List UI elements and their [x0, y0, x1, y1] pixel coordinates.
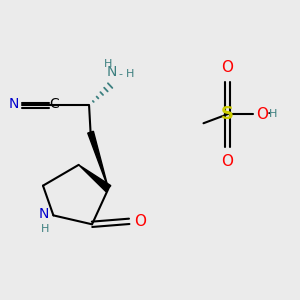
Text: H: H: [40, 224, 49, 234]
Text: O: O: [134, 214, 146, 229]
Polygon shape: [79, 165, 111, 192]
Text: S: S: [221, 105, 234, 123]
Text: N: N: [107, 65, 117, 79]
Text: N: N: [8, 97, 19, 111]
Text: H: H: [104, 59, 112, 69]
Text: ·: ·: [266, 107, 271, 121]
Text: H: H: [269, 109, 277, 119]
Text: -: -: [119, 69, 123, 79]
Text: O: O: [221, 60, 233, 75]
Text: O: O: [221, 154, 233, 169]
Text: N: N: [39, 207, 49, 221]
Text: O: O: [256, 107, 268, 122]
Polygon shape: [88, 131, 108, 189]
Text: C: C: [50, 97, 59, 111]
Text: H: H: [126, 69, 135, 79]
